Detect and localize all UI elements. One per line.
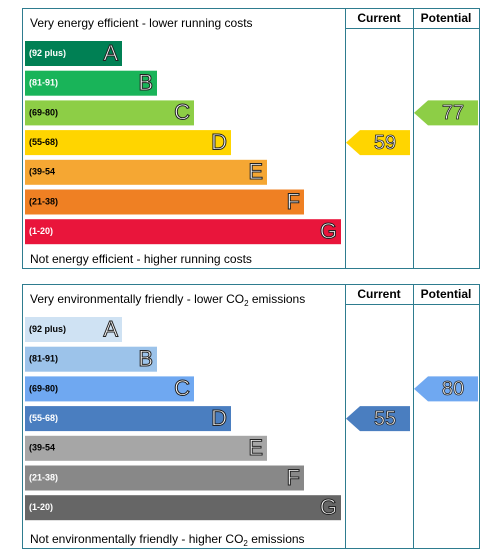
rating-band bbox=[25, 41, 122, 66]
panel-footer-part: emissions bbox=[248, 532, 305, 546]
band-range: (81-91) bbox=[29, 354, 58, 364]
rating-band bbox=[25, 465, 304, 491]
band-letter: A bbox=[103, 316, 118, 341]
rating-value: 59 bbox=[374, 132, 396, 154]
band-range: (55-68) bbox=[29, 137, 58, 147]
band-range: (92 plus) bbox=[29, 48, 66, 58]
band-letter: B bbox=[138, 346, 153, 371]
band-letter: F bbox=[287, 465, 300, 490]
panel-header-part: Very energy efficient - lower running co… bbox=[30, 16, 253, 30]
column-header: Current bbox=[357, 287, 400, 301]
band-letter: D bbox=[211, 405, 227, 430]
band-range: (69-80) bbox=[29, 107, 58, 117]
panel-header: Very environmentally friendly - lower CO… bbox=[30, 292, 305, 308]
band-range: (1-20) bbox=[29, 226, 53, 236]
panel-footer-part: 2 bbox=[243, 539, 248, 548]
band-letter: G bbox=[320, 219, 337, 244]
band-range: (55-68) bbox=[29, 413, 58, 423]
rating-arrow bbox=[346, 406, 410, 432]
rating-value: 77 bbox=[442, 102, 464, 124]
rating-arrow bbox=[414, 376, 478, 402]
rating-band bbox=[25, 189, 304, 215]
panel-header-part: Very environmentally friendly - lower CO bbox=[30, 292, 244, 306]
band-range: (39-54 bbox=[29, 167, 55, 177]
panel-header-part: 2 bbox=[244, 299, 249, 308]
band-range: (21-38) bbox=[29, 472, 58, 482]
panel-border bbox=[22, 8, 480, 269]
column-header: Potential bbox=[421, 287, 472, 301]
band-letter: B bbox=[138, 70, 153, 95]
band-letter: E bbox=[248, 159, 263, 184]
rating-band bbox=[25, 100, 194, 126]
rating-band bbox=[25, 495, 341, 521]
band-letter: C bbox=[174, 376, 190, 401]
panel-footer: Not environmentally friendly - higher CO… bbox=[30, 532, 305, 548]
rating-band bbox=[25, 70, 157, 96]
band-letter: F bbox=[287, 189, 300, 214]
band-letter: G bbox=[320, 495, 337, 520]
panel-header-part: emissions bbox=[249, 292, 306, 306]
panel-footer: Not energy efficient - higher running co… bbox=[30, 252, 252, 266]
rating-band bbox=[25, 159, 267, 185]
rating-band bbox=[25, 219, 341, 245]
band-letter: E bbox=[248, 435, 263, 460]
rating-value: 55 bbox=[374, 408, 396, 430]
rating-band bbox=[25, 346, 157, 372]
rating-band bbox=[25, 376, 194, 402]
band-letter: A bbox=[103, 40, 118, 65]
band-range: (81-91) bbox=[29, 78, 58, 88]
rating-band bbox=[25, 435, 267, 461]
panel-header: Very energy efficient - lower running co… bbox=[30, 16, 253, 30]
column-header: Current bbox=[357, 11, 400, 25]
band-range: (92 plus) bbox=[29, 324, 66, 334]
rating-value: 80 bbox=[442, 378, 464, 400]
band-range: (21-38) bbox=[29, 196, 58, 206]
rating-band bbox=[25, 130, 231, 156]
column-header: Potential bbox=[421, 11, 472, 25]
rating-arrow bbox=[346, 130, 410, 156]
band-range: (69-80) bbox=[29, 383, 58, 393]
panel-border bbox=[22, 284, 480, 549]
rating-band bbox=[25, 406, 231, 432]
band-letter: D bbox=[211, 129, 227, 154]
band-range: (39-54 bbox=[29, 443, 55, 453]
band-range: (1-20) bbox=[29, 502, 53, 512]
band-letter: C bbox=[174, 100, 190, 125]
rating-band bbox=[25, 317, 122, 342]
panel-footer-part: Not environmentally friendly - higher CO bbox=[30, 532, 243, 546]
rating-arrow bbox=[414, 100, 478, 126]
panel-footer-part: Not energy efficient - higher running co… bbox=[30, 252, 252, 266]
